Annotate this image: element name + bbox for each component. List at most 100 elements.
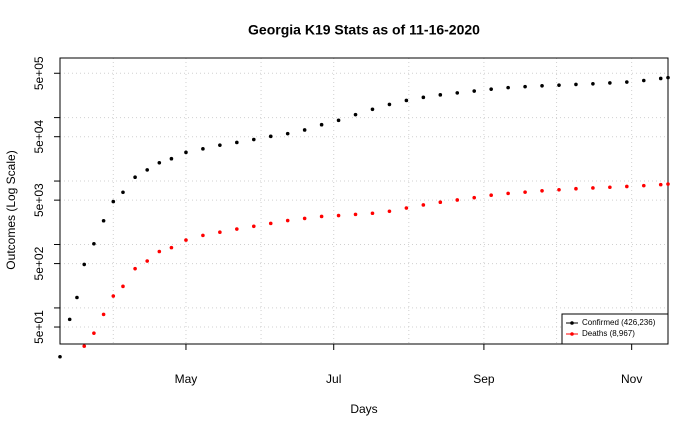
data-point — [268, 221, 273, 226]
data-point — [591, 186, 595, 190]
data-point — [157, 160, 162, 165]
data-point — [251, 224, 256, 229]
data-point — [404, 98, 409, 103]
y-tick-label: 5e+04 — [32, 120, 46, 154]
data-point — [101, 218, 106, 223]
y-tick-label: 5e+03 — [32, 183, 46, 217]
data-point — [472, 89, 477, 93]
data-point — [319, 122, 324, 127]
data-point — [574, 186, 578, 191]
y-tick-label: 5e+05 — [32, 56, 46, 90]
data-point — [438, 200, 443, 204]
legend-label: Deaths (8,967) — [582, 329, 635, 338]
data-point — [184, 238, 188, 242]
data-point — [201, 147, 205, 151]
data-point — [145, 259, 150, 263]
x-axis-label: Days — [350, 402, 377, 416]
data-point — [489, 87, 493, 91]
data-point — [58, 354, 62, 359]
data-point — [387, 209, 392, 214]
data-point — [641, 183, 646, 188]
data-point — [557, 83, 561, 87]
y-tick-label: 5e+02 — [32, 246, 46, 280]
data-point — [625, 80, 629, 84]
data-point — [121, 284, 125, 289]
x-tick-label: Sep — [473, 372, 495, 386]
data-point — [302, 216, 307, 221]
data-point — [157, 249, 162, 254]
data-point — [540, 188, 544, 193]
data-point — [133, 175, 137, 180]
data-point — [438, 93, 443, 97]
legend-marker — [570, 321, 574, 325]
data-point — [121, 190, 125, 195]
data-point — [506, 191, 510, 196]
data-point — [666, 182, 670, 186]
data-point — [353, 112, 358, 117]
data-point — [111, 294, 116, 298]
legend-label: Confirmed (426,236) — [582, 318, 656, 327]
data-point — [75, 295, 79, 300]
data-point — [319, 214, 324, 219]
data-point — [523, 190, 527, 194]
data-point — [268, 134, 273, 139]
data-point — [591, 82, 595, 86]
data-point — [285, 218, 290, 223]
data-point — [370, 211, 375, 216]
data-point — [421, 203, 426, 207]
data-point — [251, 137, 256, 142]
data-point — [184, 150, 188, 155]
data-point — [302, 128, 307, 132]
data-point — [111, 199, 116, 204]
data-point — [82, 262, 87, 267]
data-point — [506, 85, 510, 90]
x-tick-label: May — [175, 372, 198, 386]
data-point — [336, 118, 341, 123]
data-point — [235, 227, 239, 231]
data-point — [666, 75, 670, 80]
data-point — [285, 131, 290, 136]
data-point — [92, 241, 96, 246]
data-point — [201, 233, 205, 238]
data-point — [641, 78, 646, 83]
data-point — [523, 84, 527, 89]
data-point — [133, 266, 137, 271]
y-tick-label: 5e+01 — [32, 310, 46, 344]
data-point — [608, 81, 612, 85]
data-point — [101, 312, 106, 317]
data-point — [625, 184, 629, 189]
legend-marker — [570, 332, 574, 336]
data-point — [608, 185, 612, 190]
data-point — [658, 76, 663, 81]
data-point — [353, 212, 358, 217]
data-point — [658, 182, 663, 187]
data-point — [387, 102, 392, 107]
data-point — [574, 82, 578, 87]
legend-box — [561, 313, 669, 345]
data-point — [557, 187, 561, 192]
data-point — [336, 213, 341, 218]
data-point — [370, 107, 375, 112]
data-point — [455, 91, 460, 95]
x-tick-label: Nov — [621, 372, 642, 386]
data-point — [235, 140, 239, 145]
data-point — [169, 245, 174, 250]
data-point — [455, 198, 460, 202]
data-point — [218, 143, 222, 147]
data-point — [67, 317, 72, 322]
data-point — [421, 95, 426, 100]
chart-title: Georgia K19 Stats as of 11-16-2020 — [248, 22, 480, 38]
data-point — [82, 344, 87, 348]
data-point — [489, 193, 493, 197]
plot-frame — [59, 57, 669, 345]
data-point — [92, 331, 96, 335]
data-point — [218, 230, 222, 234]
y-axis-label: Outcomes (Log Scale) — [4, 150, 18, 269]
data-point — [169, 156, 174, 161]
data-point — [145, 168, 150, 172]
data-point — [472, 195, 477, 200]
x-tick-label: Jul — [326, 372, 341, 386]
data-point — [540, 83, 544, 88]
data-point — [404, 206, 409, 210]
